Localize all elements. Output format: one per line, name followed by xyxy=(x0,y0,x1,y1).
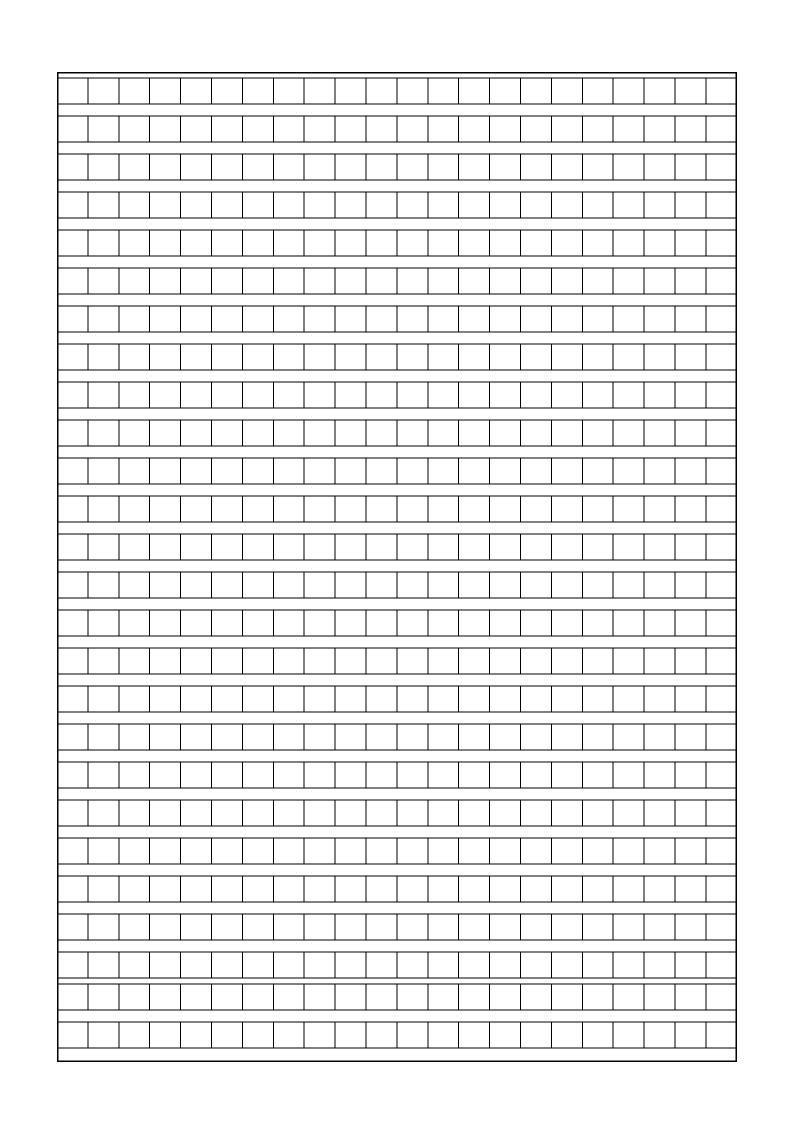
manuscript-page xyxy=(0,0,794,1123)
manuscript-grid-svg xyxy=(57,72,737,1062)
manuscript-grid-frame xyxy=(57,72,737,1062)
